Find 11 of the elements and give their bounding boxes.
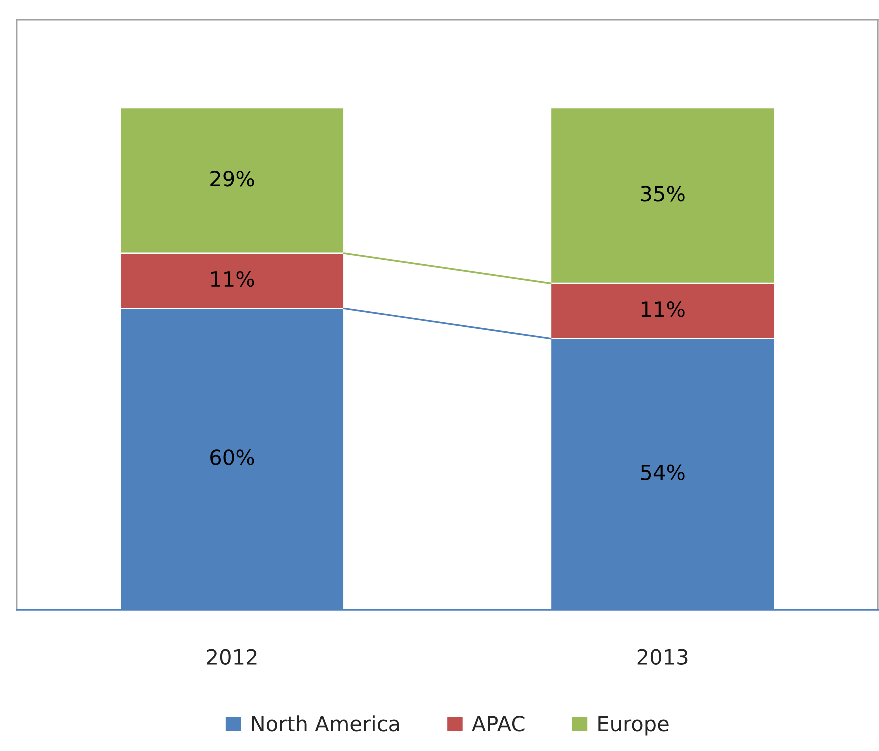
x-tick-label: 2013 <box>638 649 688 666</box>
legend-label: North America <box>252 716 400 732</box>
data-label: 60% <box>210 450 254 466</box>
data-label: 54% <box>641 464 685 480</box>
data-label: 11% <box>642 302 685 318</box>
x-tick-label: 2012 <box>207 649 257 666</box>
legend-label: APAC <box>472 716 525 732</box>
data-label: 29% <box>210 170 254 187</box>
data-label: 35% <box>641 186 685 202</box>
legend-label: Europe <box>598 716 669 736</box>
data-label: 11% <box>211 271 254 288</box>
